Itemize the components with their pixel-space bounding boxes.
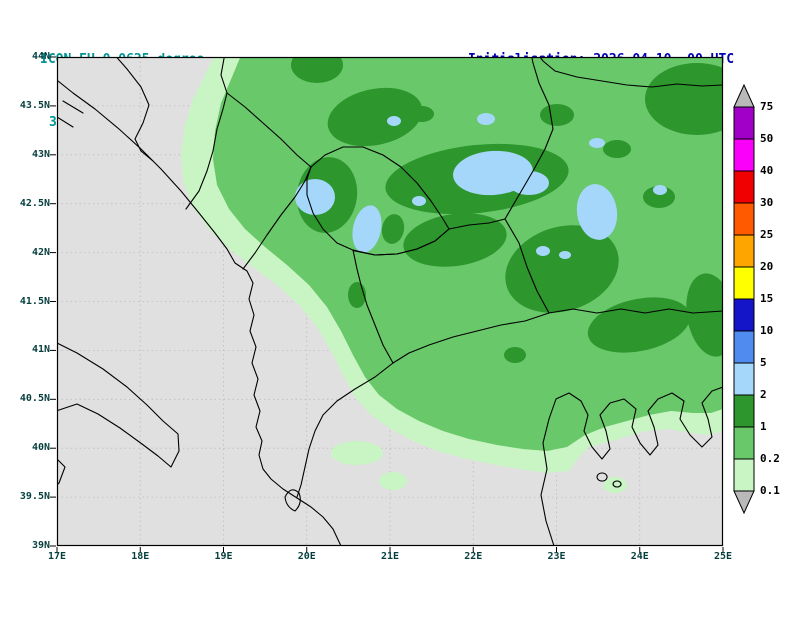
precip-region	[410, 106, 434, 122]
precip-region	[540, 104, 574, 126]
precip-region	[603, 140, 631, 158]
precip-region	[387, 116, 401, 126]
colorbar-label: 25	[760, 228, 773, 241]
colorbar-cell	[733, 106, 755, 140]
lon-tick-label: 18E	[131, 551, 150, 562]
lat-tick-label: 42N	[31, 246, 50, 258]
country-border	[504, 57, 554, 220]
colorbar-label: 0.2	[760, 452, 780, 465]
precip-region	[348, 282, 366, 308]
colorbar-cell	[733, 138, 755, 172]
colorbar-cell	[733, 330, 755, 364]
country-border	[242, 166, 312, 270]
country-border	[226, 92, 312, 168]
precip-region	[686, 273, 723, 357]
precip-region	[352, 205, 382, 253]
country-border	[596, 472, 622, 488]
precip-region	[645, 63, 723, 135]
lon-tick-label: 17E	[47, 551, 67, 562]
lon-tick-label: 24E	[630, 551, 649, 562]
precip-layer	[181, 57, 723, 493]
colorbar-cell	[733, 298, 755, 332]
precip-region	[295, 179, 335, 215]
precip-region	[403, 213, 507, 267]
country-borders	[57, 57, 723, 546]
country-border	[57, 342, 180, 468]
country-border	[539, 57, 723, 88]
colorbar-cap-top	[733, 83, 755, 108]
lat-tick-label: 43N	[31, 148, 50, 160]
precip-region	[576, 184, 618, 240]
country-border	[115, 57, 154, 162]
precip-region	[379, 472, 407, 490]
precip-region	[412, 196, 426, 206]
precip-region	[331, 441, 383, 465]
colorbar-cell	[733, 170, 755, 204]
precip-region	[381, 214, 405, 244]
colorbar-label: 1	[760, 420, 767, 433]
precip-region	[653, 185, 667, 195]
lon-tick-label: 25E	[713, 551, 733, 562]
colorbar-cap-bottom	[733, 490, 755, 515]
lon-tick-label: 21E	[380, 551, 400, 562]
country-border	[284, 489, 301, 512]
colorbar-cell	[733, 394, 755, 428]
lat-tick-label: 39N	[31, 540, 50, 551]
precip-region	[504, 347, 526, 363]
colorbar-label: 15	[760, 292, 773, 305]
lon-tick-label: 23E	[547, 551, 566, 562]
precip-region	[509, 171, 549, 195]
precip-region	[477, 113, 495, 125]
colorbar-label: 2	[760, 388, 767, 401]
colorbar: 75 50 40 30 25 20 15 10 5 2 1 0.2 0.1	[733, 83, 780, 515]
precip-region	[505, 225, 619, 313]
country-border	[296, 362, 394, 498]
lat-tick-label: 42.5N	[19, 197, 50, 209]
colorbar-label: 30	[760, 196, 773, 209]
lat-tick-label: 41N	[31, 344, 50, 356]
lat-tick-label: 44N	[31, 51, 50, 62]
precip-region	[291, 57, 343, 83]
precip-region	[559, 251, 571, 259]
country-border	[57, 100, 84, 128]
colorbar-cell	[733, 362, 755, 396]
lat-tick-label: 43.5N	[19, 99, 50, 111]
precip-region	[603, 477, 627, 493]
colorbar-label: 75	[760, 100, 773, 113]
colorbar-label: 0.1	[760, 484, 780, 497]
country-border	[548, 308, 723, 314]
lat-tick-label: 41.5N	[19, 295, 50, 307]
country-border	[57, 458, 66, 486]
lat-tick-label: 40N	[31, 442, 50, 454]
precip-region	[643, 186, 675, 208]
lat-tick-label: 39.5N	[19, 491, 50, 503]
map-canvas	[50, 56, 724, 553]
precip-region	[327, 87, 423, 147]
map-area	[50, 56, 724, 553]
colorbar-label: 40	[760, 164, 773, 177]
country-border	[185, 57, 228, 210]
colorbar-cell	[733, 266, 755, 300]
lon-tick-label: 20E	[297, 551, 316, 562]
country-border	[352, 218, 550, 364]
axis-ticks	[50, 56, 724, 553]
colorbar-cell	[733, 202, 755, 236]
colorbar-cell	[733, 458, 755, 492]
colorbar-label: 10	[760, 324, 773, 337]
colorbar-label: 5	[760, 356, 767, 369]
country-border	[540, 386, 723, 546]
lon-tick-label: 22E	[464, 551, 483, 562]
colorbar-cell	[733, 426, 755, 460]
country-border	[57, 79, 342, 546]
lat-tick-label: 40.5N	[19, 393, 50, 405]
precip-region	[536, 246, 550, 256]
colorbar-label: 20	[760, 260, 773, 273]
colorbar-cell	[733, 234, 755, 268]
precip-region	[589, 138, 605, 148]
map-frame	[56, 56, 724, 547]
precip-region	[587, 297, 691, 353]
colorbar-label: 50	[760, 132, 773, 145]
lon-tick-label: 19E	[214, 551, 233, 562]
